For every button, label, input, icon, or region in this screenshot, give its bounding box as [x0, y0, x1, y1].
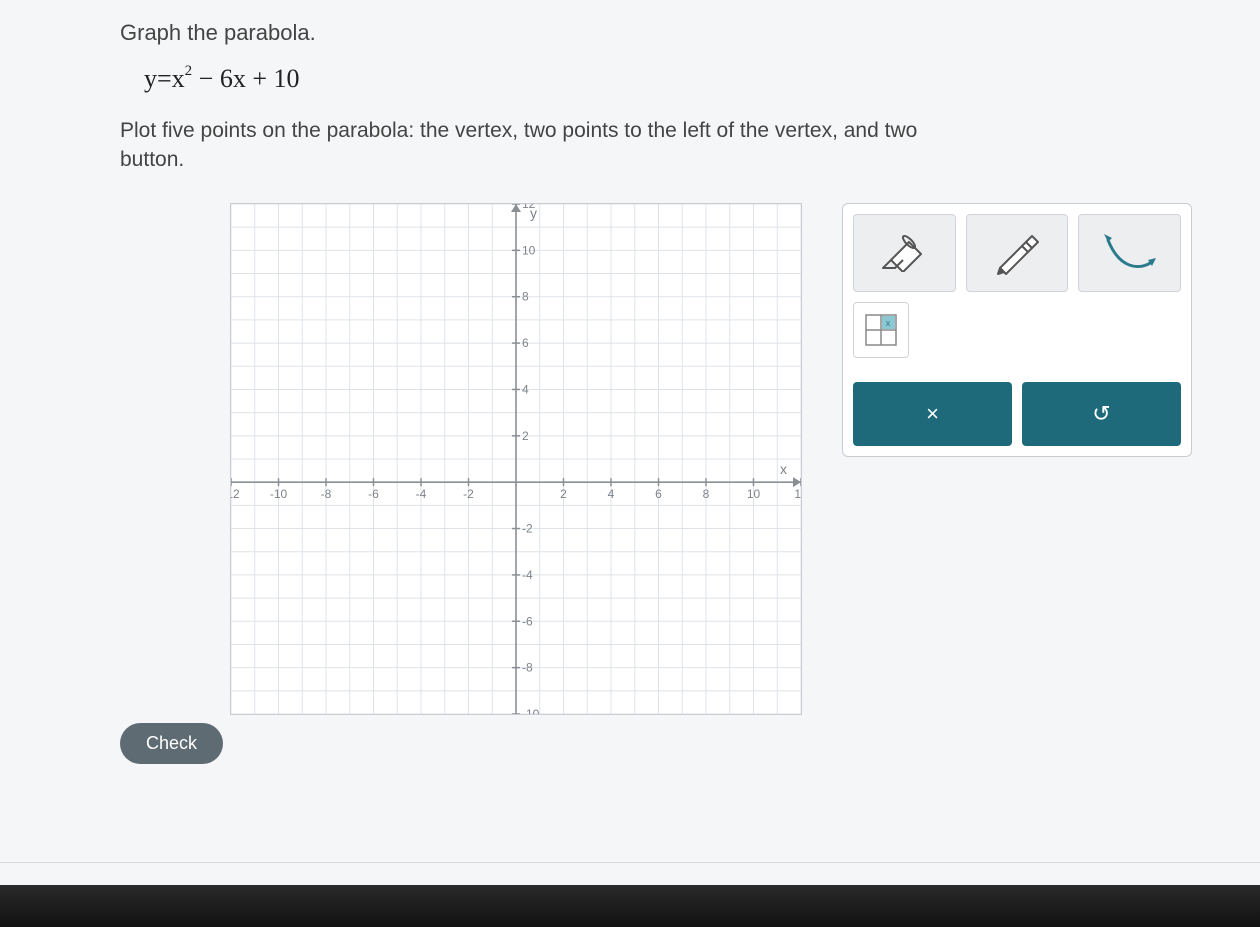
svg-text:-8: -8 [321, 487, 332, 501]
equation-exponent: 2 [185, 63, 193, 79]
work-area: 12108642-2-4-6-8-10-12-10-8-6-4-22468101… [230, 203, 1260, 715]
svg-text:4: 4 [522, 382, 529, 396]
equation-rest: − 6x + 10 [192, 64, 299, 93]
close-x-icon: × [926, 401, 939, 427]
equation-eq: = [157, 64, 172, 93]
svg-text:-12: -12 [231, 487, 240, 501]
svg-text:10: 10 [522, 243, 536, 257]
tool-palette: x × ↺ [842, 203, 1192, 457]
svg-text:-10: -10 [270, 487, 288, 501]
clear-button[interactable]: × [853, 382, 1012, 446]
undo-icon: ↺ [1092, 401, 1110, 427]
svg-text:-10: -10 [522, 707, 540, 714]
curve-tool[interactable] [1078, 214, 1181, 292]
svg-text:8: 8 [522, 290, 529, 304]
svg-text:-2: -2 [463, 487, 474, 501]
fill-tool[interactable]: x [853, 302, 909, 358]
check-button-label: Check [146, 733, 197, 754]
svg-text:-2: -2 [522, 521, 533, 535]
svg-text:-6: -6 [368, 487, 379, 501]
footer-divider [0, 862, 1260, 863]
equation-lhs: y [144, 64, 157, 93]
svg-text:x: x [780, 461, 787, 477]
svg-text:2: 2 [522, 429, 529, 443]
svg-text:-6: -6 [522, 614, 533, 628]
equation-var-x: x [172, 64, 185, 93]
svg-text:12: 12 [794, 487, 801, 501]
svg-text:y: y [530, 205, 537, 221]
svg-text:x: x [886, 318, 891, 328]
instructions-line-1: Plot five points on the parabola: the ve… [120, 119, 917, 142]
svg-text:6: 6 [655, 487, 662, 501]
eraser-tool[interactable] [853, 214, 956, 292]
svg-text:10: 10 [747, 487, 761, 501]
svg-text:8: 8 [703, 487, 710, 501]
curve-icon [1100, 230, 1160, 276]
question-title: Graph the parabola. [120, 20, 1260, 46]
eraser-icon [879, 234, 929, 272]
svg-text:4: 4 [608, 487, 615, 501]
svg-text:-4: -4 [522, 568, 533, 582]
equation: y=x2 − 6x + 10 [144, 64, 1260, 94]
svg-text:6: 6 [522, 336, 529, 350]
instructions: Plot five points on the parabola: the ve… [120, 116, 1260, 175]
coordinate-grid[interactable]: 12108642-2-4-6-8-10-12-10-8-6-4-22468101… [231, 204, 801, 714]
question-panel: Graph the parabola. y=x2 − 6x + 10 Plot … [0, 0, 1260, 715]
svg-text:2: 2 [560, 487, 567, 501]
graph-canvas[interactable]: 12108642-2-4-6-8-10-12-10-8-6-4-22468101… [230, 203, 802, 715]
pencil-tool[interactable] [966, 214, 1069, 292]
svg-text:-4: -4 [416, 487, 427, 501]
bottom-strip [0, 885, 1260, 927]
svg-text:-8: -8 [522, 660, 533, 674]
check-button[interactable]: Check [120, 723, 223, 764]
undo-button[interactable]: ↺ [1022, 382, 1181, 446]
instructions-line-2: button. [120, 148, 184, 171]
pencil-icon [992, 230, 1042, 276]
fill-tool-icon: x [864, 313, 898, 347]
